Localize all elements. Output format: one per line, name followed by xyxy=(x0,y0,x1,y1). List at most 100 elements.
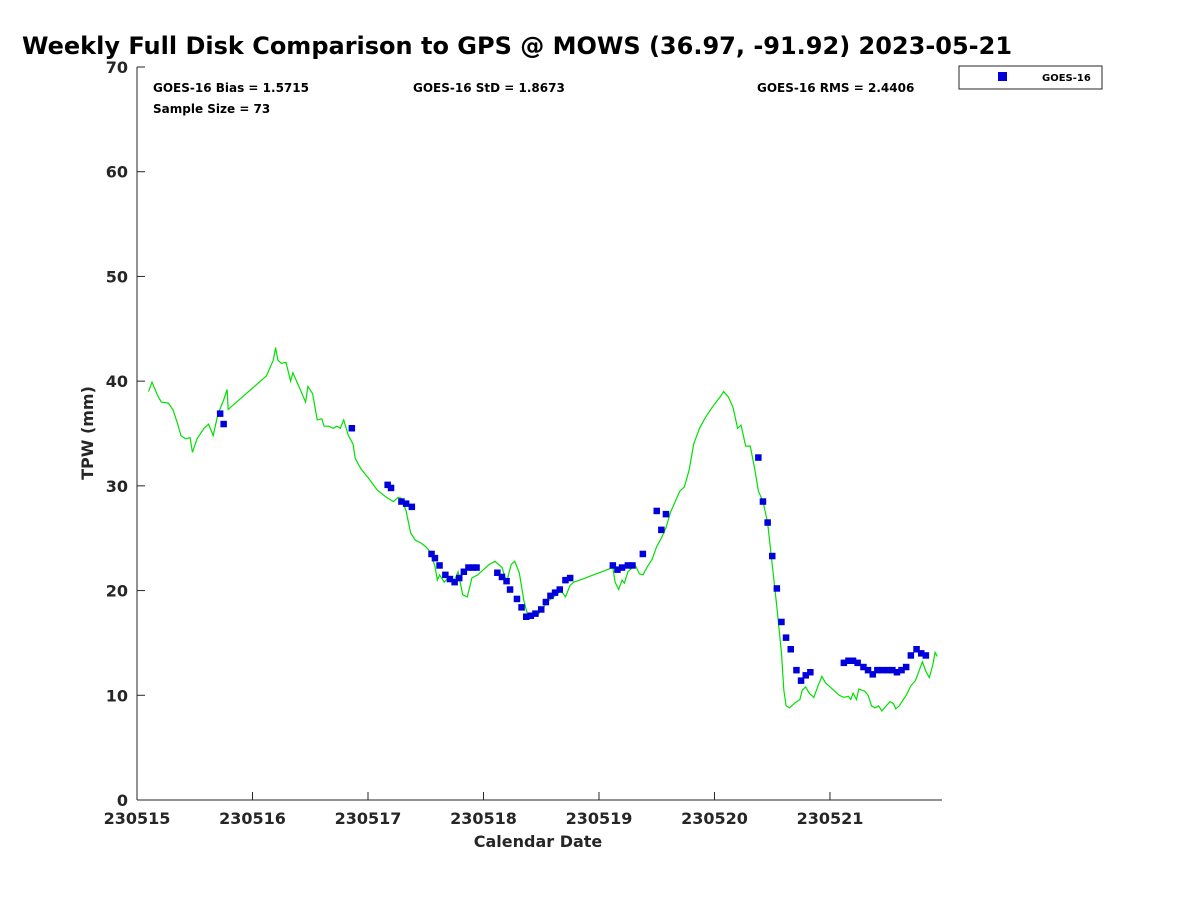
goes16-point xyxy=(460,568,468,575)
rms-stat: GOES-16 RMS = 2.4406 xyxy=(757,81,914,95)
goes16-point xyxy=(854,659,861,667)
goes16-point xyxy=(402,500,410,507)
goes16-point xyxy=(797,677,805,684)
goes16-point xyxy=(551,589,559,596)
goes16-point xyxy=(849,657,857,664)
goes16-point xyxy=(898,666,905,674)
goes16-point xyxy=(860,663,867,671)
y-tick-label: 20 xyxy=(106,582,128,601)
goes16-point xyxy=(506,586,514,593)
goes16-point xyxy=(436,562,443,569)
x-tick-label: 230518 xyxy=(450,809,517,828)
x-ticks: 230515 230516 230517 230518 230519 230520 2305… xyxy=(104,792,864,828)
goes16-point xyxy=(523,613,530,620)
goes16-point xyxy=(884,666,891,674)
goes16-point xyxy=(451,578,458,586)
goes16-point xyxy=(527,612,535,619)
goes16-point xyxy=(465,564,472,571)
goes16-point xyxy=(609,562,617,569)
goes16-point xyxy=(624,562,632,569)
goes16-point xyxy=(874,666,881,674)
goes16-point xyxy=(918,650,925,657)
goes16-point xyxy=(562,576,569,584)
goes16-point xyxy=(864,666,872,674)
sample-size-stat: Sample Size = 73 xyxy=(153,102,270,116)
goes16-point xyxy=(653,507,660,515)
plot-area xyxy=(136,67,942,801)
goes16-point xyxy=(907,652,915,659)
x-tick-label: 230519 xyxy=(566,809,633,828)
goes16-point xyxy=(639,550,647,558)
goes16-point xyxy=(922,652,930,659)
goes16-point xyxy=(802,672,809,679)
bias-stat: GOES-16 Bias = 1.5715 xyxy=(153,81,309,95)
goes16-point xyxy=(469,564,477,571)
chart-title: Weekly Full Disk Comparison to GPS @ MOW… xyxy=(22,32,1012,60)
goes16-point xyxy=(532,610,539,617)
legend-box xyxy=(958,65,1103,90)
goes16-point xyxy=(614,566,621,573)
goes16-point xyxy=(498,573,506,581)
x-tick-label: 230516 xyxy=(219,809,286,828)
x-axis-label: Calendar Date xyxy=(474,832,603,851)
goes16-point xyxy=(348,425,356,432)
goes16-point xyxy=(759,498,767,505)
goes16-point xyxy=(566,574,574,582)
goes16-point xyxy=(431,554,439,562)
x-tick-label: 230517 xyxy=(335,809,402,828)
goes16-point xyxy=(773,585,781,592)
goes16-point xyxy=(889,666,896,674)
goes16-point xyxy=(398,498,405,505)
goes16-point xyxy=(542,598,550,606)
goes16-point xyxy=(556,586,563,593)
goes16-point xyxy=(807,669,814,676)
gps-line-layer xyxy=(147,347,938,713)
y-axis-label: TPW (mm) xyxy=(78,386,97,480)
goes16-point xyxy=(845,657,852,664)
goes16-point xyxy=(216,410,224,417)
goes16-point xyxy=(902,663,910,671)
goes16-point xyxy=(764,519,771,526)
goes16-point xyxy=(473,564,480,571)
legend-marker xyxy=(998,72,1007,81)
goes16-point xyxy=(446,575,454,583)
goes16-point xyxy=(518,604,525,611)
gps-line xyxy=(147,347,938,713)
goes16-markers-layer xyxy=(216,410,930,684)
goes16-point xyxy=(513,595,521,603)
legend-label: GOES-16 xyxy=(1042,73,1091,84)
goes16-point xyxy=(658,526,665,534)
goes16-point xyxy=(428,550,435,558)
goes16-point xyxy=(769,552,776,560)
goes16-point xyxy=(778,618,785,626)
goes16-point xyxy=(840,659,848,667)
goes16-point xyxy=(893,669,901,676)
x-tick-label: 230521 xyxy=(797,809,864,828)
y-tick-label: 10 xyxy=(106,686,128,705)
goes16-point xyxy=(913,646,920,653)
y-tick-label: 0 xyxy=(117,791,128,810)
goes16-point xyxy=(220,420,227,428)
goes16-point xyxy=(494,569,501,576)
goes16-point xyxy=(547,592,554,600)
x-tick-label: 230520 xyxy=(681,809,748,828)
goes16-point xyxy=(787,646,794,653)
goes16-point xyxy=(384,481,391,489)
x-tick-label: 230515 xyxy=(104,809,171,828)
goes16-point xyxy=(538,606,545,613)
goes16-point xyxy=(456,574,463,582)
goes16-point xyxy=(503,577,510,585)
goes16-point xyxy=(755,454,762,461)
goes16-point xyxy=(408,503,416,511)
y-ticks: 0 10 20 30 40 50 60 70 xyxy=(106,58,145,810)
y-tick-label: 40 xyxy=(106,372,128,391)
y-tick-label: 50 xyxy=(106,267,128,286)
goes16-point xyxy=(629,562,636,569)
goes16-point xyxy=(387,484,395,492)
y-tick-label: 30 xyxy=(106,477,128,496)
goes16-point xyxy=(618,564,626,571)
legend: GOES-16 xyxy=(958,65,1103,90)
y-tick-label: 70 xyxy=(106,58,128,77)
std-stat: GOES-16 StD = 1.8673 xyxy=(413,81,565,95)
